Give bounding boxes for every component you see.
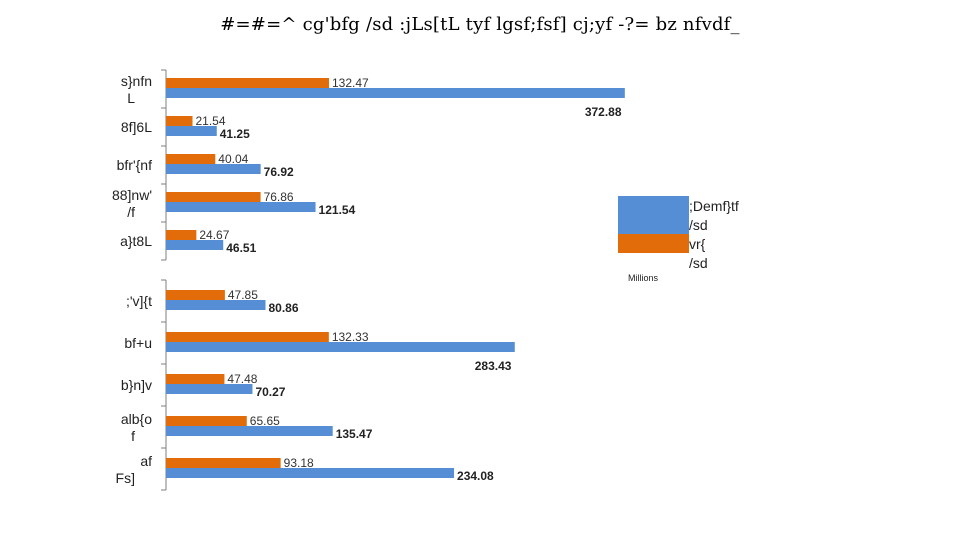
category-label: bf+u (124, 335, 152, 351)
data-label-expense: 21.54 (196, 114, 226, 128)
data-label-budget: 372.88 (585, 105, 622, 119)
bar-budget (166, 202, 316, 212)
units-label: Millions (628, 273, 659, 283)
bar-expense (166, 416, 247, 426)
category-label: bfr'{nf (117, 157, 152, 173)
bars (166, 78, 625, 478)
data-label-budget: 76.92 (264, 165, 294, 179)
bar-expense (166, 458, 281, 468)
data-label-budget: 80.86 (268, 301, 298, 315)
legend: ;Demf}tf/sd vr{/sd (618, 196, 739, 271)
legend-label: ;Demf}tf/sd (689, 198, 739, 233)
data-label-expense: 65.65 (250, 414, 280, 428)
legend-swatch (618, 196, 689, 234)
data-label-budget: 70.27 (255, 385, 285, 399)
bar-budget (166, 164, 261, 174)
category-label: 8f]6L (121, 119, 152, 135)
category-label: s}nfn L (121, 73, 152, 106)
legend-swatch (618, 234, 689, 253)
data-label-expense: 132.47 (332, 76, 369, 90)
category-label: ;'v]{t (126, 293, 152, 309)
bar-budget (166, 384, 253, 394)
data-label-expense: 47.85 (228, 288, 258, 302)
axes (161, 69, 167, 491)
bar-expense (166, 332, 329, 342)
category-label: 88]nw'/f (112, 187, 152, 220)
bar-budget (166, 468, 455, 478)
data-label-expense: 40.04 (218, 152, 248, 166)
category-label: af Fs] (116, 453, 153, 486)
chart-title: #=#=^ cg'bfg /sd :jLs[tL tyf lgsf;fsf] c… (220, 14, 740, 35)
legend-label: vr{/sd (689, 236, 708, 271)
data-label-expense: 24.67 (199, 228, 229, 242)
data-label-expense: 93.18 (284, 456, 314, 470)
data-label-budget: 234.08 (457, 469, 494, 483)
data-label-budget: 121.54 (319, 203, 356, 217)
data-label-budget: 41.25 (220, 127, 250, 141)
category-labels: s}nfn L 8f]6L bfr'{nf 88]nw'/f a}t8L ;'v]{t bf+… (112, 73, 152, 486)
category-label: a}t8L (120, 233, 152, 249)
bar-budget (166, 300, 266, 310)
category-label: b}n]v (121, 377, 152, 393)
bar-expense (166, 374, 225, 384)
bar-budget (166, 88, 625, 98)
bar-budget (166, 240, 224, 250)
bar-budget (166, 342, 515, 352)
bar-budget (166, 126, 217, 136)
bar-expense (166, 192, 261, 202)
bar-expense (166, 116, 193, 126)
category-label: alb{o f (121, 411, 152, 444)
bar-expense (166, 78, 330, 88)
data-label-budget: 46.51 (226, 241, 256, 255)
data-label-expense: 76.86 (264, 190, 294, 204)
bar-expense (166, 154, 216, 164)
bar-budget (166, 426, 333, 436)
data-label-budget: 135.47 (336, 427, 373, 441)
data-label-expense: 47.48 (227, 372, 257, 386)
data-label-expense: 132.33 (332, 330, 369, 344)
data-label-budget: 283.43 (475, 359, 512, 373)
bar-expense (166, 230, 197, 240)
bar-expense (166, 290, 225, 300)
